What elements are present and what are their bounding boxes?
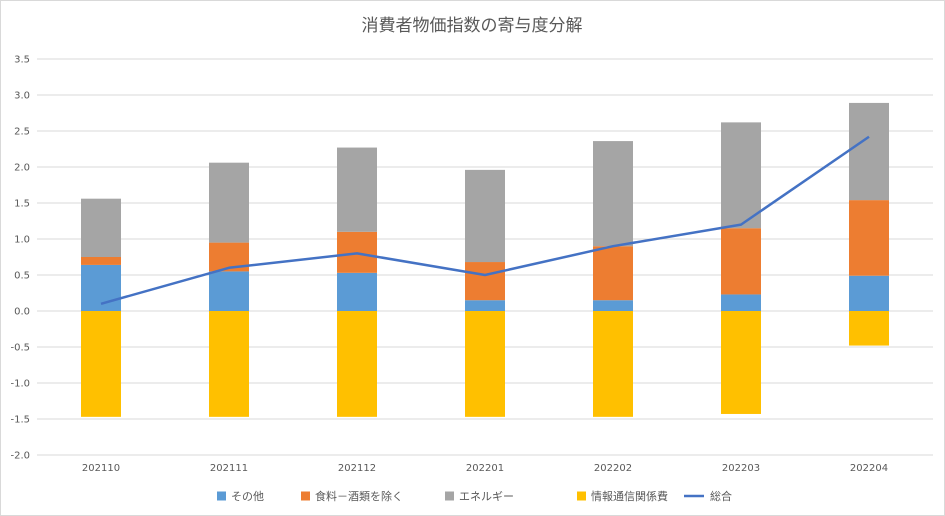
bar-segment xyxy=(81,264,121,311)
bar-segment xyxy=(593,246,633,301)
bar-segment xyxy=(721,228,761,295)
x-axis-ticks: 202110 202111 202112 202201 202202 202203 2022… xyxy=(82,463,888,474)
x-tick-label: 202203 xyxy=(722,463,760,474)
total-line xyxy=(100,135,870,306)
bar-segment xyxy=(465,262,505,301)
y-tick-label: 0.5 xyxy=(14,271,30,282)
bar-segment xyxy=(209,311,249,417)
bar-segment xyxy=(465,300,505,311)
y-tick-label: 3.0 xyxy=(14,91,30,102)
y-tick-label: 1.5 xyxy=(14,199,30,210)
x-tick-label: 202111 xyxy=(210,463,248,474)
y-tick-label: -1.5 xyxy=(10,415,30,426)
legend-swatch xyxy=(577,491,586,501)
legend-swatch xyxy=(217,491,226,501)
bar-segment xyxy=(81,198,121,257)
x-tick-label: 202201 xyxy=(466,463,504,474)
legend-swatch xyxy=(301,491,310,501)
legend-label: 情報通信関係費 xyxy=(591,489,668,503)
bar-segment xyxy=(209,162,249,243)
legend-label: 総合 xyxy=(710,489,732,503)
bars xyxy=(81,102,889,417)
y-axis-ticks: 3.5 3.0 2.5 2.0 1.5 1.0 0.5 0.0 -0.5 -1.0 -1.5 -2.0 xyxy=(10,55,30,462)
x-tick-label: 202112 xyxy=(338,463,376,474)
x-tick-label: 202204 xyxy=(850,463,888,474)
bar-segment xyxy=(721,122,761,229)
bar-segment xyxy=(337,311,377,417)
legend-label: エネルギー xyxy=(459,490,514,503)
bar-segment xyxy=(337,272,377,311)
y-tick-label: 1.0 xyxy=(14,235,30,246)
bar-segment xyxy=(465,169,505,263)
bar-segment xyxy=(81,311,121,417)
bar-segment xyxy=(337,147,377,232)
bar-segment xyxy=(849,311,889,346)
legend-swatch xyxy=(445,491,454,501)
bar-segment xyxy=(209,271,249,311)
legend-label: 食料－酒類を除く xyxy=(315,489,403,503)
bar-segment xyxy=(721,311,761,414)
legend: その他 食料－酒類を除く エネルギー 情報通信関係費 総合 xyxy=(217,489,732,503)
x-tick-label: 202202 xyxy=(594,463,632,474)
y-tick-label: -2.0 xyxy=(10,451,30,462)
x-tick-label: 202110 xyxy=(82,463,120,474)
legend-label: その他 xyxy=(231,490,264,503)
y-tick-label: -0.5 xyxy=(10,343,30,354)
y-tick-label: 0.0 xyxy=(14,307,30,318)
bar-segment xyxy=(721,294,761,311)
bar-segment xyxy=(593,300,633,311)
bar-segment xyxy=(849,102,889,201)
y-tick-label: -1.0 xyxy=(10,379,30,390)
bar-segment xyxy=(593,141,633,247)
chart-title: 消費者物価指数の寄与度分解 xyxy=(362,16,583,36)
total-line-path xyxy=(100,135,870,306)
bar-segment xyxy=(593,311,633,417)
bar-segment xyxy=(81,257,121,265)
y-tick-label: 2.5 xyxy=(14,127,30,138)
bar-segment xyxy=(465,311,505,417)
bar-segment xyxy=(849,275,889,311)
bar-segment xyxy=(849,200,889,276)
y-tick-label: 3.5 xyxy=(14,55,30,66)
y-tick-label: 2.0 xyxy=(14,163,30,174)
